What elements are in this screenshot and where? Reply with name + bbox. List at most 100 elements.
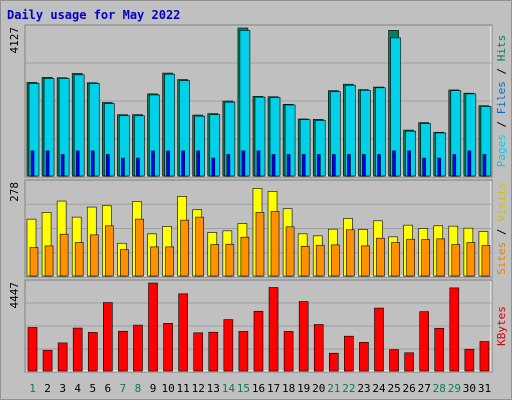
x-tick-label-day-7: 7 [120,382,127,395]
bar-kbytes-day-19 [298,301,309,372]
x-tick-label-day-2: 2 [44,382,51,395]
bar-kbytes-day-12 [193,332,204,372]
bar-kbytes-day-5 [87,332,98,372]
bar-kbytes-day-7 [118,330,128,372]
bar-kbytes-day-15 [238,331,249,372]
bar-kbytes-day-14 [223,319,234,372]
bar-pages-day-17 [271,154,276,177]
bar-sites-day-29 [451,244,461,277]
bar-kbytes-day-25 [389,349,399,372]
legend-kbytes: KBytes [495,306,508,346]
bar-kbytes-day-18 [283,331,294,372]
x-tick-label-day-12: 12 [192,382,205,395]
legend-entry-pages: Pages [495,134,508,167]
bar-sites-day-16 [255,212,265,277]
bar-kbytes-day-9 [148,282,158,372]
bar-sites-day-1 [29,247,39,277]
bar-sites-day-19 [300,245,310,277]
bar-sites-day-21 [330,244,340,277]
bar-kbytes-day-4 [72,327,83,372]
x-tick-label-day-22: 22 [342,382,355,395]
y-max-label: 278 [8,182,21,202]
y-max-label: 4447 [8,282,21,309]
bar-sites-day-22 [346,229,355,277]
x-tick-label-day-28: 28 [433,382,446,395]
bar-kbytes-day-31 [479,341,490,372]
x-tick-label-day-6: 6 [105,382,112,395]
bar-pages-day-21 [331,154,336,177]
bar-sites-day-10 [165,246,174,277]
bar-sites-day-3 [59,233,69,277]
bar-sites-day-9 [150,246,159,277]
x-tick-label-day-1: 1 [29,382,36,395]
x-tick-label-day-23: 23 [357,382,370,395]
bar-sites-day-26 [406,238,415,277]
x-tick-label-day-3: 3 [59,382,66,395]
bar-pages-day-6 [106,154,110,177]
bar-kbytes-day-23 [359,342,369,372]
x-tick-label-day-26: 26 [403,382,416,395]
legend-hits: Pages / Files / Hits [495,35,508,168]
bar-pages-day-13 [211,157,216,177]
x-tick-label-day-16: 16 [252,382,265,395]
bar-sites-day-4 [74,242,84,277]
bar-sites-day-28 [436,238,446,277]
bar-pages-day-27 [422,157,426,177]
bar-kbytes-day-30 [464,348,475,372]
bar-sites-day-24 [376,237,385,277]
bar-pages-day-18 [286,154,291,177]
bar-pages-day-5 [90,150,95,177]
x-tick-label-day-14: 14 [222,382,236,395]
bar-pages-day-23 [362,154,366,177]
bar-pages-day-1 [30,150,35,177]
bar-pages-day-25 [392,150,396,177]
bar-kbytes-day-20 [313,324,324,372]
bar-sites-day-5 [89,234,99,277]
bar-sites-day-25 [391,242,400,277]
x-tick-label-day-17: 17 [267,382,280,395]
bar-pages-day-4 [75,150,80,177]
bar-sites-day-12 [195,216,205,277]
bar-kbytes-day-11 [178,293,188,372]
legend-visits: Sites / Visits [495,182,508,275]
bar-sites-day-8 [135,218,144,277]
bar-kbytes-day-16 [253,310,264,372]
x-tick-label-day-10: 10 [161,382,174,395]
x-tick-label-day-11: 11 [177,382,190,395]
bar-pages-day-26 [407,150,411,177]
bar-sites-day-13 [210,244,220,277]
bar-pages-day-16 [256,150,261,177]
bar-kbytes-day-2 [42,349,53,372]
x-tick-label-day-4: 4 [74,382,81,395]
bar-sites-day-6 [105,225,114,277]
bar-kbytes-day-29 [449,287,460,372]
x-tick-label-day-15: 15 [237,382,250,395]
bar-pages-day-20 [316,154,321,177]
bar-pages-day-10 [166,150,170,177]
bar-pages-day-9 [151,150,155,177]
bar-sites-day-23 [361,245,370,277]
x-tick-label-day-25: 25 [387,382,400,395]
bar-sites-day-7 [120,249,129,277]
legend-entry-kbytes: KBytes [495,306,508,346]
chart-title: Daily usage for May 2022 [7,8,181,22]
bar-sites-day-15 [240,236,250,277]
x-tick-label-day-31: 31 [478,382,491,395]
bar-pages-day-28 [437,157,442,177]
x-tick-label-day-24: 24 [372,382,386,395]
legend-entry-sites: Sites [495,242,508,275]
bar-pages-day-19 [301,154,306,177]
bar-kbytes-day-3 [57,342,68,372]
legend-entry-hits: Hits [495,35,508,62]
bar-kbytes-day-8 [133,324,143,372]
bar-pages-day-8 [136,157,140,177]
bar-pages-day-7 [121,157,125,177]
bar-sites-day-18 [285,226,295,277]
bar-kbytes-day-10 [163,323,173,372]
bar-kbytes-day-28 [434,327,445,372]
bar-pages-day-24 [377,154,381,177]
x-tick-label-day-9: 9 [150,382,157,395]
legend-entry-visits: Visits [495,182,508,222]
x-tick-label-day-13: 13 [207,382,220,395]
bar-kbytes-day-27 [419,311,429,372]
